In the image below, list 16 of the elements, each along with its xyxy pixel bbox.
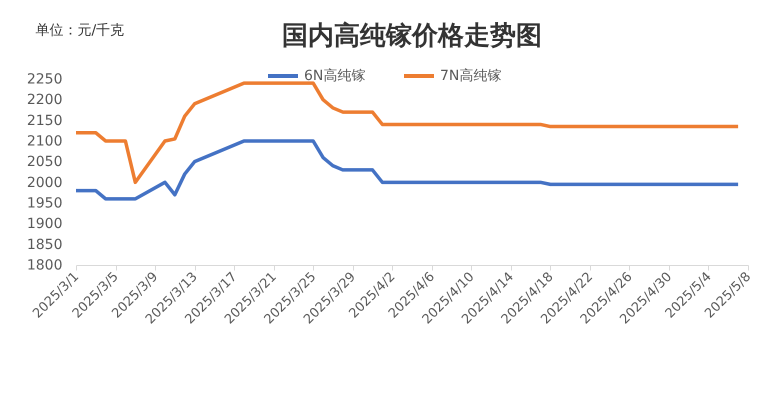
y-tick-label: 1900 bbox=[26, 216, 62, 232]
line-series bbox=[74, 81, 740, 184]
y-axis-title: 单位：元/千克 bbox=[36, 22, 124, 38]
line-series bbox=[74, 139, 740, 201]
y-tick-label: 2200 bbox=[26, 92, 62, 108]
y-tick-label: 2250 bbox=[26, 72, 62, 88]
chart-title: 国内高纯镓价格走势图 bbox=[282, 21, 542, 51]
legend-label: 6N高纯镓 bbox=[304, 68, 366, 84]
legend-label: 7N高纯镓 bbox=[440, 68, 502, 84]
y-tick-label: 2100 bbox=[26, 134, 62, 150]
y-tick-label: 1850 bbox=[26, 236, 62, 253]
y-tick-label: 1800 bbox=[26, 258, 62, 274]
y-tick-label: 1950 bbox=[26, 196, 62, 212]
y-tick-label: 2150 bbox=[26, 112, 62, 129]
y-tick-label: 2000 bbox=[26, 174, 62, 191]
y-tick-label: 2050 bbox=[26, 154, 62, 170]
